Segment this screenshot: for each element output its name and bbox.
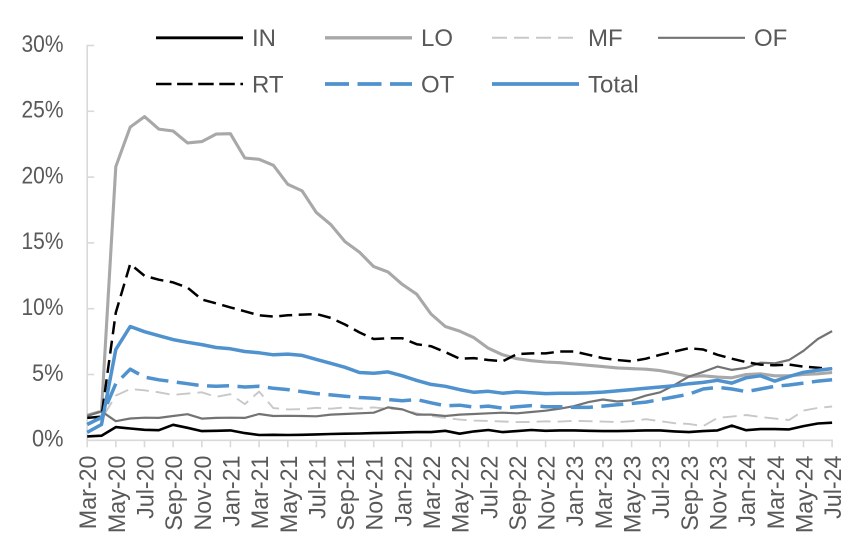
svg-text:Mar-24: Mar-24: [763, 456, 790, 530]
svg-text:Jul-22: Jul-22: [476, 456, 503, 519]
svg-text:LO: LO: [421, 25, 453, 52]
svg-text:Jan-23: Jan-23: [562, 456, 589, 527]
svg-text:May-21: May-21: [276, 456, 303, 534]
svg-text:Total: Total: [588, 71, 639, 98]
svg-text:Mar-23: Mar-23: [591, 456, 618, 530]
svg-text:IN: IN: [252, 25, 276, 52]
svg-text:Nov-21: Nov-21: [362, 456, 389, 531]
svg-text:Sep-22: Sep-22: [505, 456, 532, 531]
svg-text:Mar-21: Mar-21: [247, 456, 274, 530]
svg-text:Sep-20: Sep-20: [161, 456, 188, 531]
svg-text:MF: MF: [588, 25, 623, 52]
svg-text:Jan-24: Jan-24: [734, 456, 761, 527]
svg-text:0%: 0%: [32, 426, 64, 453]
svg-text:15%: 15%: [22, 228, 64, 255]
svg-text:May-20: May-20: [104, 456, 131, 534]
svg-text:Jul-23: Jul-23: [648, 456, 675, 519]
svg-text:Sep-21: Sep-21: [333, 456, 360, 531]
svg-text:10%: 10%: [22, 294, 64, 321]
svg-text:May-23: May-23: [620, 456, 647, 534]
svg-text:Jul-24: Jul-24: [820, 456, 847, 519]
svg-text:RT: RT: [252, 71, 284, 98]
svg-text:Nov-22: Nov-22: [534, 456, 561, 531]
svg-text:OF: OF: [754, 25, 787, 52]
svg-text:Sep-23: Sep-23: [677, 456, 704, 531]
svg-text:Nov-20: Nov-20: [190, 456, 217, 531]
svg-text:Nov-23: Nov-23: [706, 456, 733, 531]
svg-text:Jan-21: Jan-21: [218, 456, 245, 527]
svg-text:Jul-20: Jul-20: [133, 456, 160, 519]
svg-text:May-22: May-22: [448, 456, 475, 534]
svg-text:25%: 25%: [22, 97, 64, 124]
svg-text:OT: OT: [421, 71, 455, 98]
svg-text:Jul-21: Jul-21: [304, 456, 331, 519]
svg-text:Mar-22: Mar-22: [419, 456, 446, 530]
svg-text:Mar-20: Mar-20: [75, 456, 102, 530]
svg-text:20%: 20%: [22, 162, 64, 189]
svg-text:5%: 5%: [32, 360, 64, 387]
svg-text:Jan-22: Jan-22: [390, 456, 417, 527]
svg-text:May-24: May-24: [792, 456, 819, 534]
svg-text:30%: 30%: [22, 31, 64, 58]
